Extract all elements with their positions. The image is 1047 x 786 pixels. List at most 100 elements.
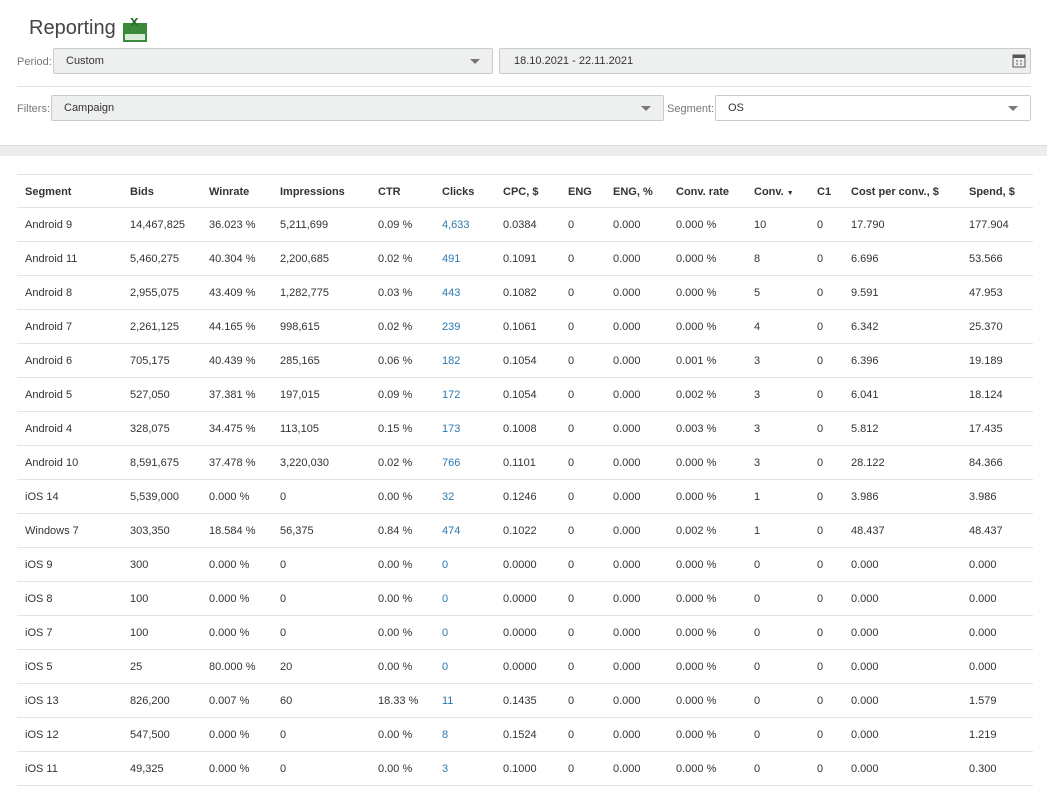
- clicks-link[interactable]: 443: [442, 287, 461, 299]
- clicks-link[interactable]: 239: [442, 321, 461, 333]
- table-cell: 0: [568, 763, 575, 775]
- table-cell: 6.696: [851, 253, 879, 265]
- table-cell: Android 5: [25, 389, 73, 401]
- segment-select[interactable]: OS: [715, 95, 1031, 121]
- table-cell: 0.000: [613, 287, 641, 299]
- table-cell: 0.0000: [503, 593, 537, 605]
- table-cell: 0.84 %: [378, 525, 413, 537]
- table-cell: 0.002 %: [676, 389, 717, 401]
- clicks-link[interactable]: 0: [442, 661, 449, 673]
- clicks-link[interactable]: 32: [442, 491, 455, 503]
- period-select[interactable]: Custom: [53, 48, 493, 74]
- table-row: iOS 7 100 0.000 % 0 0.00 % 0 0.0000 0 0.000 0.000…: [17, 616, 1033, 650]
- table-cell: 0: [754, 593, 761, 605]
- table-cell: 0.000: [613, 559, 641, 571]
- table-cell: 0.000 %: [676, 219, 717, 231]
- column-header[interactable]: Segment: [25, 186, 72, 198]
- column-header[interactable]: Winrate: [209, 186, 250, 198]
- column-header[interactable]: Cost per conv., $: [851, 186, 939, 198]
- clicks-link[interactable]: 0: [442, 627, 449, 639]
- table-row: Android 8 2,955,075 43.409 % 1,282,775 0.03 …: [17, 276, 1033, 310]
- table-cell: 0.000: [969, 627, 997, 639]
- table-cell: 0: [817, 661, 824, 673]
- table-cell: 0.007 %: [209, 695, 250, 707]
- table-cell: 0.1435: [503, 695, 537, 707]
- table-row: Android 4 328,075 34.475 % 113,105 0.15 % 173…: [17, 412, 1033, 446]
- clicks-link[interactable]: 3: [442, 763, 449, 775]
- table-cell: 3,220,030: [280, 457, 329, 469]
- table-row: iOS 9 300 0.000 % 0 0.00 % 0 0.0000 0 0.000 0.000…: [17, 548, 1033, 582]
- table-cell: 80.000 %: [209, 661, 256, 673]
- table-cell: 0: [280, 559, 287, 571]
- table-cell: iOS 8: [25, 593, 53, 605]
- table-cell: iOS 12: [25, 729, 59, 741]
- table-cell: 3: [754, 457, 761, 469]
- table-cell: 0.1000: [503, 763, 537, 775]
- segment-label: Segment:: [667, 103, 715, 115]
- table-cell: 0.00 %: [378, 763, 413, 775]
- clicks-link[interactable]: 491: [442, 253, 461, 265]
- table-cell: 0.00 %: [378, 729, 413, 741]
- table-cell: 48.437: [851, 525, 885, 537]
- table-cell: Windows 7: [25, 525, 79, 537]
- table-cell: 0.1246: [503, 491, 537, 503]
- table-cell: 177.904: [969, 219, 1009, 231]
- column-header[interactable]: Conv. ▼: [754, 186, 794, 198]
- table-cell: 0.02 %: [378, 253, 413, 265]
- clicks-link[interactable]: 766: [442, 457, 461, 469]
- table-cell: 285,165: [280, 355, 320, 367]
- table-cell: 0.000 %: [209, 627, 250, 639]
- clicks-link[interactable]: 11: [442, 695, 454, 707]
- column-header[interactable]: CTR: [378, 186, 401, 198]
- table-cell: 0: [568, 695, 575, 707]
- table-cell: 0.0000: [503, 661, 537, 673]
- column-header[interactable]: CPC, $: [503, 186, 539, 198]
- table-cell: 6.041: [851, 389, 879, 401]
- filters-select[interactable]: Campaign: [51, 95, 664, 121]
- column-header[interactable]: C1: [817, 186, 832, 198]
- segment-value: OS: [728, 102, 744, 114]
- table-cell: 2,955,075: [130, 287, 179, 299]
- date-range-input[interactable]: 18.10.2021 - 22.11.2021: [499, 48, 1031, 74]
- clicks-link[interactable]: 182: [442, 355, 461, 367]
- table-cell: 0: [754, 695, 761, 707]
- calendar-icon: [1012, 54, 1026, 68]
- table-cell: 0: [817, 525, 824, 537]
- column-header[interactable]: ENG, %: [613, 186, 653, 198]
- table-cell: 0.000: [613, 661, 641, 673]
- clicks-link[interactable]: 8: [442, 729, 449, 741]
- column-header[interactable]: Clicks: [442, 186, 475, 198]
- table-cell: 5.812: [851, 423, 879, 435]
- table-cell: 0: [568, 423, 575, 435]
- table-cell: 0: [568, 491, 575, 503]
- table-cell: 0.000 %: [676, 593, 717, 605]
- table-cell: 3.986: [969, 491, 997, 503]
- table-cell: 0.00 %: [378, 661, 413, 673]
- table-cell: 25: [130, 661, 143, 673]
- table-row: Android 10 8,591,675 37.478 % 3,220,030 0.02…: [17, 446, 1033, 480]
- clicks-link[interactable]: 4,633: [442, 219, 470, 231]
- table-cell: 0: [280, 627, 287, 639]
- column-header[interactable]: Conv. rate: [676, 186, 729, 198]
- clicks-link[interactable]: 0: [442, 593, 449, 605]
- table-cell: iOS 9: [25, 559, 53, 571]
- clicks-link[interactable]: 474: [442, 525, 461, 537]
- clicks-link[interactable]: 172: [442, 389, 461, 401]
- table-cell: iOS 5: [25, 661, 53, 673]
- table-cell: 0.000 %: [676, 695, 717, 707]
- table-cell: 0.1054: [503, 355, 537, 367]
- clicks-link[interactable]: 173: [442, 423, 461, 435]
- table-cell: 0: [568, 219, 575, 231]
- table-cell: 6.396: [851, 355, 879, 367]
- table-cell: 28.122: [851, 457, 885, 469]
- clicks-link[interactable]: 0: [442, 559, 449, 571]
- column-header[interactable]: Impressions: [280, 186, 345, 198]
- table-cell: 113,105: [280, 423, 319, 435]
- table-cell: 0.1524: [503, 729, 537, 741]
- column-header[interactable]: Bids: [130, 186, 154, 198]
- column-header[interactable]: ENG: [568, 186, 592, 198]
- table-cell: 0: [817, 491, 824, 503]
- table-cell: 0.000: [851, 729, 879, 741]
- csv-export-icon[interactable]: X: [122, 16, 148, 43]
- column-header[interactable]: Spend, $: [969, 186, 1015, 198]
